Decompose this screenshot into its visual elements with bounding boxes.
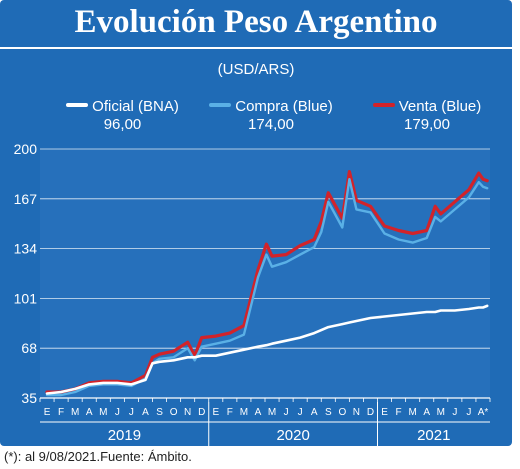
x-month-label: J: [298, 407, 303, 418]
legend-item-oficial: Oficial (BNA) 96,00: [50, 98, 195, 134]
x-month-label: F: [58, 407, 64, 418]
title-divider: [0, 47, 512, 49]
x-month-label: F: [227, 407, 233, 418]
x-month-label: M: [71, 407, 79, 418]
x-month-label: M: [437, 407, 445, 418]
x-month-label: A: [311, 407, 318, 418]
year-label: 2021: [417, 427, 450, 444]
plot-area: [40, 149, 490, 398]
legend-label-compra: Compra (Blue): [235, 98, 333, 115]
chart-unit: (USD/ARS): [217, 61, 295, 78]
x-month-label: N: [353, 407, 360, 418]
legend-value-oficial: 96,00: [103, 116, 142, 133]
x-month-label: E: [212, 407, 219, 418]
legend-label-oficial: Oficial (BNA): [92, 98, 179, 115]
x-month-label: A*: [478, 407, 489, 418]
x-month-label: A: [423, 407, 430, 418]
x-month-label: E: [44, 407, 51, 418]
x-month-label: J: [115, 407, 120, 418]
x-month-label: M: [408, 407, 416, 418]
legend-swatch-oficial: [66, 103, 89, 108]
legend-value-venta: 179,00: [404, 116, 450, 133]
x-month-label: O: [338, 407, 346, 418]
x-month-label: E: [381, 407, 388, 418]
x-month-label: O: [170, 407, 178, 418]
x-month-label: S: [325, 407, 332, 418]
year-label: 2019: [108, 427, 141, 444]
y-tick-label: 35: [21, 390, 37, 406]
x-month-label: D: [367, 407, 374, 418]
x-month-label: J: [129, 407, 134, 418]
legend-value-compra: 174,00: [248, 116, 294, 133]
legend-label-venta: Venta (Blue): [398, 98, 482, 115]
chart-panel: Evolución Peso Argentino (USD/ARS) Ofici…: [0, 0, 512, 446]
chart-title: Evolución Peso Argentino: [74, 4, 438, 40]
x-month-label: J: [284, 407, 289, 418]
x-month-label: J: [452, 407, 457, 418]
y-tick-label: 101: [14, 290, 38, 306]
y-tick-label: 200: [14, 141, 38, 157]
x-month-label: F: [396, 407, 402, 418]
x-month-label: M: [240, 407, 248, 418]
x-month-label: M: [99, 407, 107, 418]
footnote: (*): al 9/08/2021.Fuente: Ámbito.: [4, 449, 192, 464]
legend-item-compra: Compra (Blue) 174,00: [196, 98, 346, 134]
x-month-label: A: [255, 407, 262, 418]
x-month-label: S: [156, 407, 163, 418]
x-month-label: A: [142, 407, 149, 418]
x-month-label: J: [466, 407, 471, 418]
x-month-label: A: [86, 407, 93, 418]
series-line-venta-blue: [45, 170, 489, 394]
legend-item-venta: Venta (Blue) 179,00: [352, 98, 502, 134]
x-month-label: N: [184, 407, 191, 418]
year-label: 2020: [276, 427, 309, 444]
y-tick-label: 167: [14, 191, 38, 207]
x-month-label: M: [268, 407, 276, 418]
series-line-oficial-bna: [45, 304, 489, 395]
legend-swatch-venta: [372, 103, 395, 108]
y-tick-label: 134: [14, 241, 38, 257]
legend-swatch-compra: [209, 103, 232, 108]
y-tick-label: 68: [21, 340, 37, 356]
x-month-label: D: [198, 407, 205, 418]
